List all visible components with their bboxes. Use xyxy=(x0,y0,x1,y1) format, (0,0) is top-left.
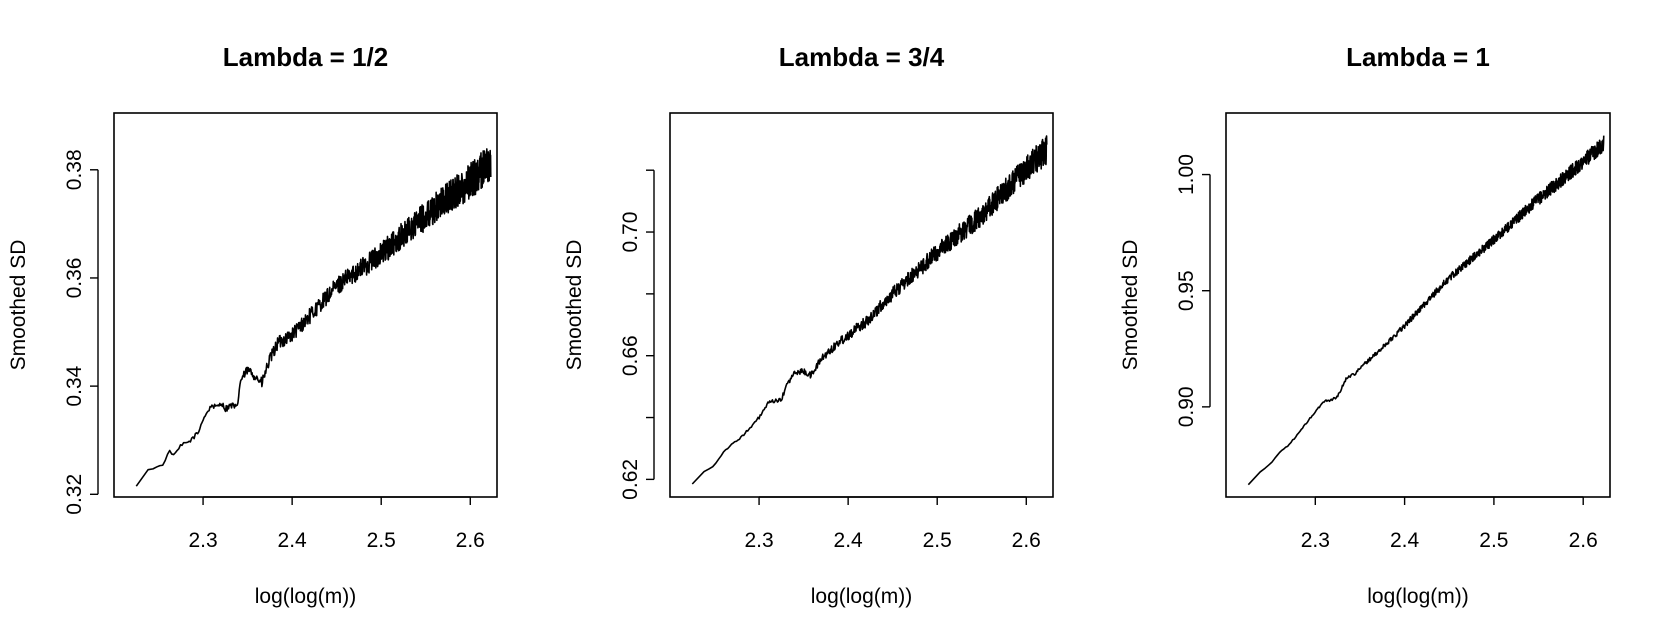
x-axis-label: log(log(m)) xyxy=(1367,585,1469,608)
x-tick-label: 2.6 xyxy=(1569,529,1598,552)
y-tick-label: 0.62 xyxy=(619,459,642,500)
chart-panel-2: Lambda = 3/4 2.3 2.4 2.5 2.6 log(log(m)) 0.62 0… xyxy=(563,42,1054,608)
plot-frame xyxy=(669,112,1054,498)
series-line xyxy=(135,148,492,487)
y-tick-label: 0.34 xyxy=(63,365,86,406)
x-tick-label: 2.5 xyxy=(923,529,952,552)
x-tick-label: 2.5 xyxy=(367,529,396,552)
x-tick-label: 2.6 xyxy=(456,529,485,552)
x-tick-label: 2.3 xyxy=(1301,529,1330,552)
chart-panel-1: Lambda = 1/2 2.3 2.4 2.5 2.6 log(log(m)) 0.32 0… xyxy=(7,42,498,608)
x-tick-label: 2.4 xyxy=(834,529,864,552)
y-axis-label: Smoothed SD xyxy=(1119,240,1142,371)
y-tick-label: 0.66 xyxy=(619,335,642,376)
y-tick-label: 0.38 xyxy=(63,149,86,190)
plot-frame xyxy=(1225,112,1611,498)
x-tick-label: 2.4 xyxy=(278,529,308,552)
plot-frame xyxy=(113,112,498,498)
chart-title: Lambda = 1/2 xyxy=(223,42,388,72)
x-tick-label: 2.4 xyxy=(1390,529,1420,552)
chart-title: Lambda = 3/4 xyxy=(779,42,945,72)
y-axis-label: Smoothed SD xyxy=(563,240,586,371)
y-tick-label: 0.70 xyxy=(619,212,642,253)
y-tick-label: 0.36 xyxy=(63,258,86,299)
x-axis-label: log(log(m)) xyxy=(255,585,357,608)
y-tick-label: 0.32 xyxy=(63,474,86,515)
x-axis-label: log(log(m)) xyxy=(811,585,913,608)
x-tick-label: 2.3 xyxy=(744,529,773,552)
chart-panel-3: Lambda = 1 2.3 2.4 2.5 2.6 log(log(m)) 0.90 0.9… xyxy=(1119,42,1611,608)
y-tick-label: 1.00 xyxy=(1175,154,1198,195)
series-line xyxy=(1247,135,1605,486)
y-tick-label: 0.95 xyxy=(1175,270,1198,311)
y-tick-label: 0.90 xyxy=(1175,386,1198,427)
chart-title: Lambda = 1 xyxy=(1346,42,1490,72)
series-line xyxy=(691,135,1048,485)
x-tick-label: 2.3 xyxy=(188,529,217,552)
x-tick-label: 2.5 xyxy=(1479,529,1508,552)
y-axis-label: Smoothed SD xyxy=(7,240,30,371)
x-tick-label: 2.6 xyxy=(1012,529,1041,552)
